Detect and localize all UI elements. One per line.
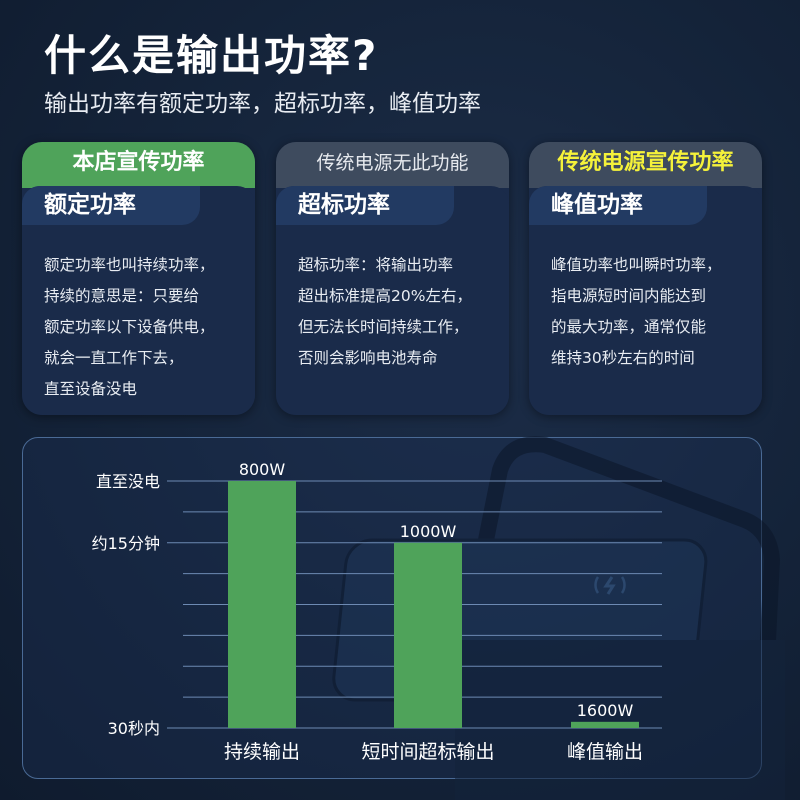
card-tab-title: 超标功率 (276, 186, 454, 225)
card-tab-title: 峰值功率 (529, 186, 707, 225)
page-subtitle: 输出功率有额定功率，超标功率，峰值功率 (44, 91, 481, 117)
card-tab-title: 额定功率 (22, 186, 200, 225)
bar (571, 721, 639, 728)
card-text-line: 超标功率：将输出功率 (298, 256, 454, 274)
card-header: 本店宣传功率 (22, 142, 255, 188)
card-text-line: 否则会影响电池寿命 (298, 349, 438, 367)
card-text-line: 维持30秒左右的时间 (551, 349, 695, 367)
card-text-line: 就会一直工作下去， (44, 349, 184, 367)
card-body: 超标功率：将输出功率 超出标准提高20%左右， 但无法长时间持续工作， 否则会影响电池… (298, 250, 501, 374)
card-header: 传统电源宣传功率 (529, 142, 762, 188)
card-header: 传统电源无此功能 (276, 142, 509, 188)
x-category-label: 短时间超标输出 (361, 741, 494, 763)
card-text-line: 额定功率以下设备供电， (44, 318, 215, 336)
card-text-line: 额定功率也叫持续功率， (44, 256, 215, 274)
card-body: 峰值功率也叫瞬时功率， 指电源短时间内能达到 的最大功率，通常仅能 维持30秒左右的时… (551, 250, 754, 374)
y-tick-label: 直至没电 (96, 472, 160, 491)
y-tick-label: 30秒内 (108, 719, 160, 738)
info-card: 本店宣传功率 额定功率 额定功率也叫持续功率， 持续的意思是：只要给 额定功率以下设… (22, 142, 255, 415)
card-text-line: 持续的意思是：只要给 (44, 287, 200, 305)
bar-data-label: 800W (239, 460, 286, 479)
card-text-line: 峰值功率也叫瞬时功率， (551, 256, 722, 274)
bar (394, 542, 462, 728)
x-category-label: 持续输出 (224, 741, 300, 763)
card-text-line: 直至设备没电 (44, 380, 138, 398)
card-text-line: 指电源短时间内能达到 (551, 287, 707, 305)
info-card: 传统电源无此功能 超标功率 超标功率：将输出功率 超出标准提高20%左右， 但无法长… (276, 142, 509, 415)
bar (228, 481, 296, 728)
card-text-line: 的最大功率，通常仅能 (551, 318, 707, 336)
info-card: 传统电源宣传功率 峰值功率 峰值功率也叫瞬时功率， 指电源短时间内能达到 的最大功率… (529, 142, 762, 415)
card-text-line: 超出标准提高20%左右， (298, 287, 472, 305)
page-title: 什么是输出功率? (44, 31, 379, 80)
card-body: 额定功率也叫持续功率， 持续的意思是：只要给 额定功率以下设备供电， 就会一直工作下去… (44, 250, 247, 405)
x-category-label: 峰值输出 (567, 741, 643, 763)
bar-data-label: 1000W (400, 522, 457, 541)
bar-data-label: 1600W (577, 701, 634, 720)
y-tick-label: 约15分钟 (92, 534, 160, 553)
card-text-line: 但无法长时间持续工作， (298, 318, 469, 336)
